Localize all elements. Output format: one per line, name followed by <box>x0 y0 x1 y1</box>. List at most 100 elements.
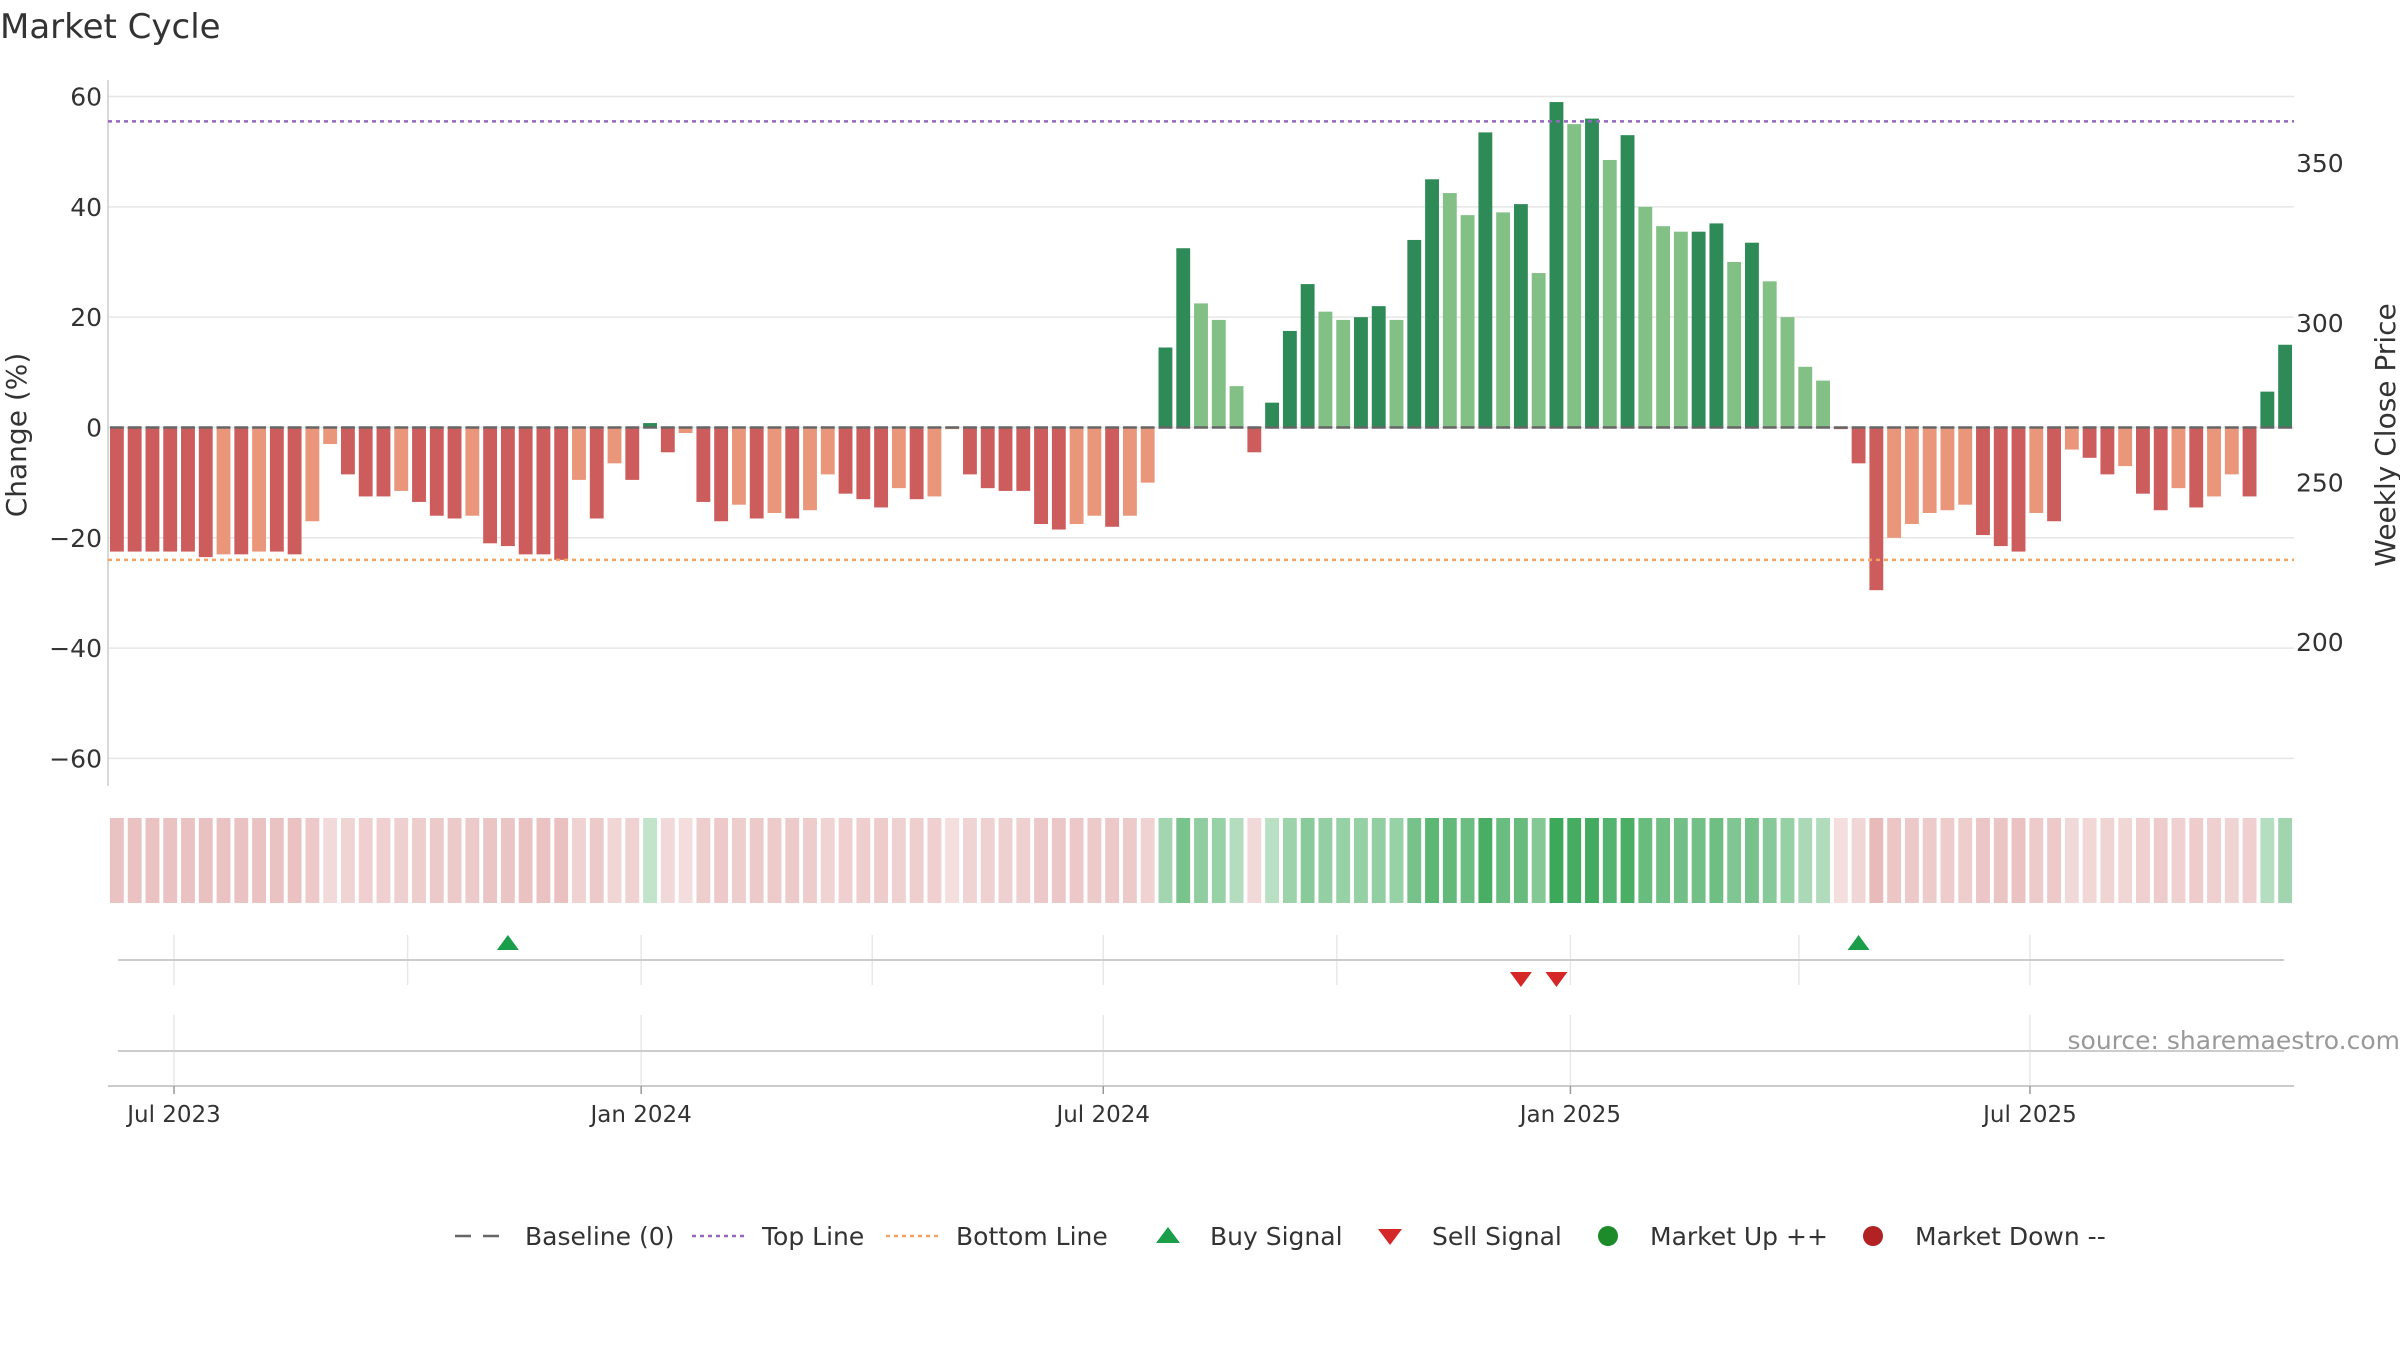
change-bar <box>2207 427 2221 497</box>
change-bar <box>1762 281 1777 428</box>
heat-cell <box>2207 818 2221 903</box>
change-bar <box>483 427 498 544</box>
heat-cell <box>749 818 764 903</box>
buy-signal-marker <box>1847 935 1870 950</box>
x-tick-label: Jul 2025 <box>1981 1102 2077 1128</box>
heat-cell <box>2064 818 2079 903</box>
change-bar <box>1602 159 1617 428</box>
legend-label: Bottom Line <box>956 1222 1108 1251</box>
change-bar <box>2189 427 2204 508</box>
heat-cell <box>1762 818 1777 903</box>
change-bar <box>1407 239 1422 428</box>
change-bar <box>660 427 675 453</box>
change-bar <box>252 427 266 552</box>
heat-cell <box>2171 818 2186 903</box>
y2-tick-label: 250 <box>2296 469 2344 498</box>
change-bar <box>1709 223 1724 428</box>
heat-cell <box>234 818 249 903</box>
heat-cell <box>2242 818 2257 903</box>
change-bar <box>2064 427 2079 450</box>
x-tick-label: Jan 2024 <box>589 1102 692 1128</box>
heat-cell <box>2224 818 2239 903</box>
heat-cell <box>731 818 746 903</box>
heat-cell <box>1869 818 1884 903</box>
change-bar <box>1425 179 1439 428</box>
change-bars <box>109 102 2293 591</box>
change-bar <box>1531 273 1546 428</box>
heat-cell <box>500 818 515 903</box>
heat-cell <box>1620 818 1635 903</box>
change-bar <box>1051 427 1066 530</box>
heat-cell <box>305 818 320 903</box>
change-bar <box>891 427 906 489</box>
heat-cell <box>625 818 640 903</box>
heat-cell <box>803 818 817 903</box>
change-bar <box>1229 386 1244 428</box>
change-bar <box>429 427 444 516</box>
heat-cell <box>1211 818 1226 903</box>
heat-cell <box>340 818 355 903</box>
change-bar <box>1887 427 1902 538</box>
change-bar <box>838 427 853 494</box>
change-bar <box>1993 427 2008 547</box>
change-bar <box>1034 427 1048 525</box>
heat-cell <box>678 818 693 903</box>
change-bar <box>1976 427 1990 536</box>
change-bar <box>856 427 871 500</box>
heat-cell <box>1602 818 1617 903</box>
heat-cell <box>2260 818 2275 903</box>
change-bar <box>927 427 942 497</box>
heat-cell <box>1354 818 1368 903</box>
source-label: source: sharemaestro.com <box>2068 1026 2400 1055</box>
change-bar <box>1442 193 1457 428</box>
change-bar <box>412 427 426 502</box>
change-bar <box>2153 427 2168 511</box>
heat-cell <box>1140 818 1155 903</box>
heat-cell <box>1513 818 1528 903</box>
heat-cell <box>1922 818 1937 903</box>
heat-cell <box>963 818 977 903</box>
change-bar <box>1140 427 1155 483</box>
change-bar <box>1673 231 1688 428</box>
heat-cell <box>287 818 302 903</box>
heat-cell <box>998 818 1013 903</box>
heat-cell <box>2118 818 2133 903</box>
heat-cell <box>465 818 480 903</box>
change-bar <box>1460 215 1475 428</box>
heat-cell <box>1816 818 1830 903</box>
heat-cell <box>643 818 657 903</box>
change-bar <box>1851 427 1866 464</box>
change-bar <box>714 427 729 522</box>
change-bar <box>394 427 409 491</box>
heat-cell <box>856 818 871 903</box>
y2-axis-ticks: 350 300 250 200 <box>2296 149 2344 657</box>
change-bar <box>589 427 604 519</box>
heat-cell <box>412 818 426 903</box>
y-tick-label: 40 <box>70 193 102 222</box>
heat-cell <box>2100 818 2115 903</box>
heat-cell <box>1656 818 1671 903</box>
change-bar <box>2260 391 2275 428</box>
heat-cell <box>1034 818 1048 903</box>
market-panel <box>118 1015 2284 1086</box>
heat-cell <box>1887 818 1902 903</box>
heat-cell <box>2189 818 2204 903</box>
change-bar <box>536 427 551 555</box>
legend-label: Baseline (0) <box>525 1222 674 1251</box>
change-bar <box>643 423 657 428</box>
change-bar <box>749 427 764 519</box>
change-bar <box>447 427 462 519</box>
heat-cell <box>394 818 409 903</box>
heat-cell <box>358 818 373 903</box>
cycle-heat-strip <box>109 818 2293 903</box>
change-bar <box>1656 226 1671 428</box>
change-bar <box>234 427 249 555</box>
heat-cell <box>518 818 533 903</box>
heat-cell <box>1478 818 1493 903</box>
change-bar <box>1158 347 1173 428</box>
heat-cell <box>838 818 853 903</box>
heat-cell <box>1371 818 1386 903</box>
legend-buy-swatch <box>1156 1227 1180 1243</box>
heat-cell <box>1460 818 1475 903</box>
y-axis-ticks: 60 40 20 0 −20 −40 −60 <box>49 83 102 774</box>
